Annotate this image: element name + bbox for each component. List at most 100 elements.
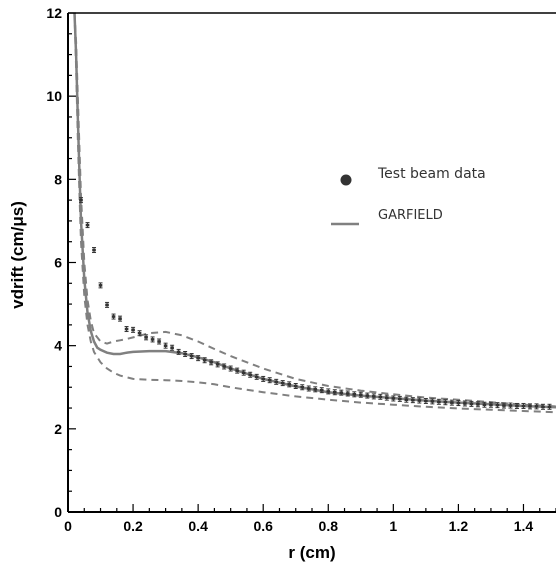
data-marker [228, 367, 233, 370]
data-marker [319, 388, 324, 392]
data-marker [372, 395, 376, 398]
data-marker [79, 198, 83, 202]
data-point [521, 402, 526, 409]
data-point [176, 348, 181, 355]
garfield-band-lower-line [73, 12, 556, 414]
data-point [332, 389, 337, 396]
data-point [131, 326, 136, 333]
data-point [215, 361, 220, 368]
band-layer [73, 12, 556, 414]
data-marker [456, 401, 461, 405]
data-marker [482, 403, 487, 407]
data-marker [287, 383, 292, 386]
data-point [287, 381, 292, 388]
data-marker [385, 396, 389, 399]
data-marker [508, 404, 513, 407]
y-tick-label: 12 [46, 5, 62, 21]
data-marker [157, 340, 161, 343]
data-point [482, 401, 487, 408]
data-marker [469, 402, 474, 406]
data-marker [235, 369, 239, 372]
data-point [137, 330, 142, 337]
data-marker [85, 223, 90, 227]
data-marker [547, 405, 552, 409]
data-marker [118, 317, 122, 320]
data-point [202, 357, 207, 364]
data-marker [378, 395, 383, 399]
data-marker [280, 381, 285, 385]
data-point [527, 403, 532, 410]
data-point [85, 222, 90, 229]
y-tick-label: 8 [54, 171, 62, 187]
data-point [345, 390, 350, 397]
data-point [280, 380, 285, 387]
x-tick-label: 0.4 [188, 518, 208, 534]
x-tick-label: 1.4 [514, 518, 534, 534]
data-marker [254, 375, 259, 379]
data-point [501, 402, 506, 409]
data-marker [515, 404, 519, 408]
data-point [183, 350, 188, 357]
data-marker [183, 352, 187, 356]
line-layer [73, 12, 556, 409]
data-point [209, 359, 214, 366]
data-marker [241, 371, 246, 374]
data-point [378, 393, 383, 400]
data-point [462, 400, 467, 407]
data-point [443, 399, 448, 406]
data-point [488, 401, 493, 408]
data-point [157, 338, 162, 345]
data-marker [450, 401, 454, 404]
data-marker [417, 399, 422, 402]
data-marker [502, 404, 506, 407]
data-marker [293, 384, 298, 388]
garfield-band-upper-line [73, 12, 556, 408]
data-marker [443, 400, 448, 404]
data-point [384, 394, 389, 401]
data-marker [411, 398, 415, 402]
data-point [306, 385, 311, 392]
y-tick-label: 2 [54, 421, 62, 437]
data-point [371, 393, 376, 400]
data-point [300, 384, 305, 391]
data-marker [365, 394, 370, 397]
data-point [508, 402, 513, 409]
data-marker [111, 315, 116, 318]
data-point [339, 389, 344, 396]
data-marker [144, 336, 148, 339]
data-point [118, 315, 123, 322]
x-tick-label: 0 [64, 518, 72, 534]
data-point [92, 247, 97, 254]
data-point [449, 399, 454, 406]
data-point [514, 402, 519, 409]
data-marker [196, 356, 200, 360]
data-marker [137, 331, 142, 335]
data-point [436, 398, 441, 405]
data-marker [248, 373, 252, 377]
data-point [144, 334, 149, 341]
data-point [293, 383, 298, 389]
data-point [540, 403, 545, 410]
data-point [391, 395, 396, 402]
data-marker [170, 346, 174, 350]
data-marker [92, 248, 96, 252]
data-marker [131, 328, 135, 332]
data-point [365, 392, 370, 399]
data-marker [261, 377, 265, 381]
data-marker [209, 361, 213, 364]
data-point [326, 388, 331, 395]
data-marker [326, 390, 331, 393]
data-marker [222, 365, 226, 368]
data-point [495, 402, 500, 409]
data-point [423, 397, 428, 404]
data-point [79, 197, 84, 204]
data-point [196, 355, 201, 362]
data-marker [404, 398, 409, 402]
data-point [124, 326, 129, 333]
data-point [319, 387, 324, 394]
data-marker [430, 400, 435, 403]
data-marker [489, 403, 493, 407]
data-point [456, 400, 461, 407]
data-marker [332, 390, 337, 394]
